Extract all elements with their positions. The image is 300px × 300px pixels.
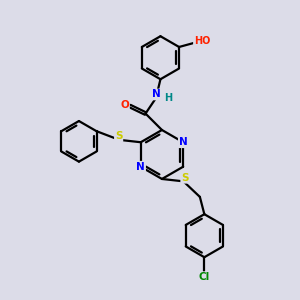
Text: S: S — [181, 173, 189, 183]
Text: H: H — [164, 93, 172, 103]
Text: Cl: Cl — [199, 272, 210, 282]
Text: N: N — [179, 137, 188, 147]
Text: O: O — [120, 100, 129, 110]
Text: S: S — [115, 131, 122, 141]
Text: N: N — [136, 162, 145, 172]
Text: N: N — [152, 89, 160, 100]
Text: HO: HO — [194, 36, 210, 46]
